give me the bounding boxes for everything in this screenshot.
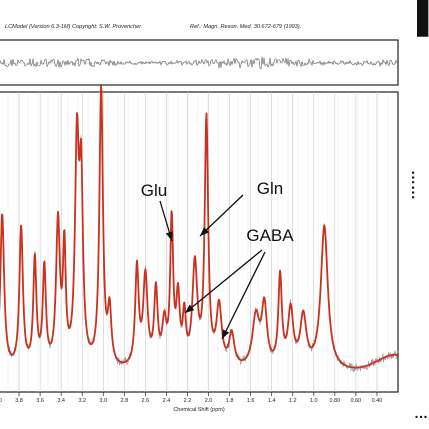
x-tick-label: 0.80 [329, 398, 340, 404]
model-version-text: LCModel (Version 6.3-1M) Copyright: S.W.… [5, 24, 143, 30]
annotation-label: Glu [141, 181, 167, 200]
fit-line [0, 85, 399, 369]
residual-panel [0, 39, 399, 86]
side-fragment-top: ▌ [417, 0, 429, 34]
annotation-arrow-line [221, 251, 266, 340]
x-tick-label: 2.2 [184, 398, 192, 404]
x-tick-label: 3.8 [15, 398, 23, 404]
x-tick-label: 1.2 [289, 398, 297, 404]
annotation-arrowhead [185, 304, 195, 313]
annotation-arrowhead [222, 329, 230, 339]
x-axis-label: Chemical Shift (ppm) [173, 407, 225, 413]
annotation-arrowhead [165, 231, 173, 241]
side-fragment-bottom: … [414, 405, 428, 421]
annotation-arrow-line [184, 249, 263, 314]
x-tick-label: 3.4 [57, 398, 65, 404]
x-tick-label: 1.8 [226, 398, 234, 404]
reference-text: Ref.: Magn. Reson. Med. 30:672-679 (1993… [190, 24, 302, 30]
spectrum-panel: 4.0 3.8 3.6 3.4 3.2 3.0 2.8 2.6 2.4 2.2 2.0 1.8 1.6 1… [0, 85, 399, 404]
x-tick-label: 2.0 [205, 398, 213, 404]
x-tick-label: 1.6 [247, 398, 255, 404]
x-tick-label: 2.4 [163, 398, 171, 404]
x-tick-label: 3.0 [99, 398, 107, 404]
x-tick-label: 3.6 [36, 398, 44, 404]
x-tick-label: 3.2 [78, 398, 86, 404]
x-tick-label: 1.4 [268, 398, 276, 404]
x-tick-label: 2.6 [142, 398, 150, 404]
annotation-arrowhead [200, 227, 209, 236]
annotation-arrow-line [199, 194, 244, 237]
x-tick-label: 0.40 [372, 398, 383, 404]
x-tick-label: 0.60 [351, 398, 362, 404]
x-tick-label: 2.8 [120, 398, 128, 404]
annotation-label: Gln [257, 179, 283, 198]
annotation-label: GABA [246, 226, 294, 245]
side-fragment-middle: …… [408, 170, 425, 200]
residual-trace [0, 56, 399, 70]
x-tick-label: 1.0 [310, 398, 318, 404]
x-tick-label: 4.0 [0, 398, 2, 404]
